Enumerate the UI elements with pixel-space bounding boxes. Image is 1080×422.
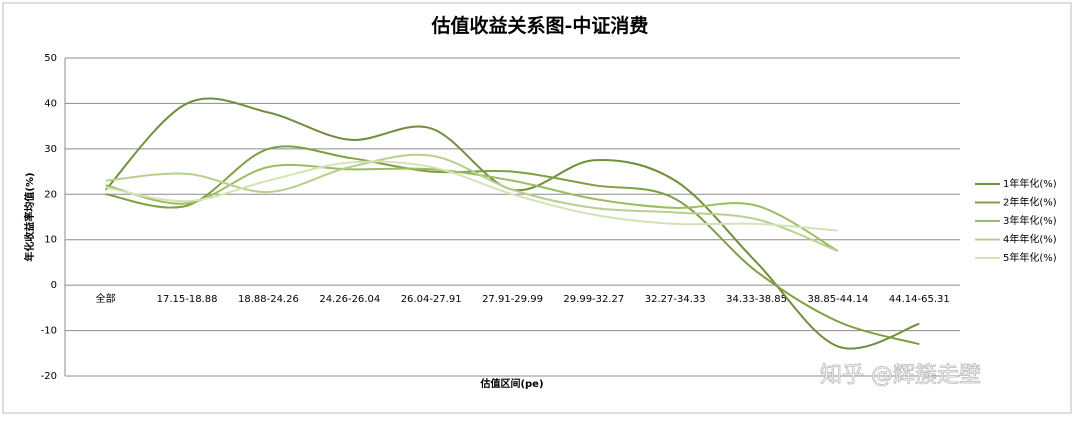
- y-tick-label: 10: [44, 235, 57, 246]
- legend-label: 2年年化(%): [1003, 196, 1057, 209]
- series-line: [105, 160, 839, 232]
- y-tick-label: 0: [51, 280, 57, 291]
- y-tick-label: 20: [44, 189, 57, 200]
- y-tick-label: 30: [44, 144, 57, 155]
- y-tick-label: 40: [44, 98, 57, 109]
- legend-label: 3年年化(%): [1003, 214, 1057, 227]
- y-tick-label: -20: [41, 371, 57, 382]
- y-axis-title: 年化收益率均值(%): [23, 172, 36, 261]
- x-tick-label: 24.26-26.04: [319, 294, 380, 305]
- x-tick-label: 26.04-27.91: [401, 294, 462, 305]
- series-line: [105, 153, 839, 253]
- chart-border: [2, 2, 1072, 414]
- x-tick-label: 29.99-32.27: [563, 294, 624, 305]
- y-tick-label: -10: [41, 326, 57, 337]
- x-tick-label: 27.91-29.99: [482, 294, 543, 305]
- x-tick-label: 17.15-18.88: [157, 294, 218, 305]
- legend-label: 4年年化(%): [1003, 233, 1057, 246]
- legend-label: 1年年化(%): [1003, 177, 1057, 190]
- legend-label: 5年年化(%): [1003, 251, 1057, 264]
- series-line: [105, 163, 839, 252]
- x-tick-label: 18.88-24.26: [238, 294, 299, 305]
- x-tick-label: 32.27-34.33: [645, 294, 706, 305]
- x-tick-label: 全部: [96, 292, 116, 305]
- x-tick-label: 44.14-65.31: [889, 294, 950, 305]
- series-line: [105, 145, 920, 346]
- x-tick-label: 34.33-38.85: [726, 294, 787, 305]
- y-tick-label: 50: [44, 53, 57, 64]
- chart-title: 估值收益关系图-中证消费: [431, 14, 649, 37]
- x-axis-title: 估值区间(pe): [479, 377, 543, 390]
- watermark: 知乎 @辉簇走壁: [820, 363, 981, 388]
- x-tick-label: 38.85-44.14: [808, 294, 869, 305]
